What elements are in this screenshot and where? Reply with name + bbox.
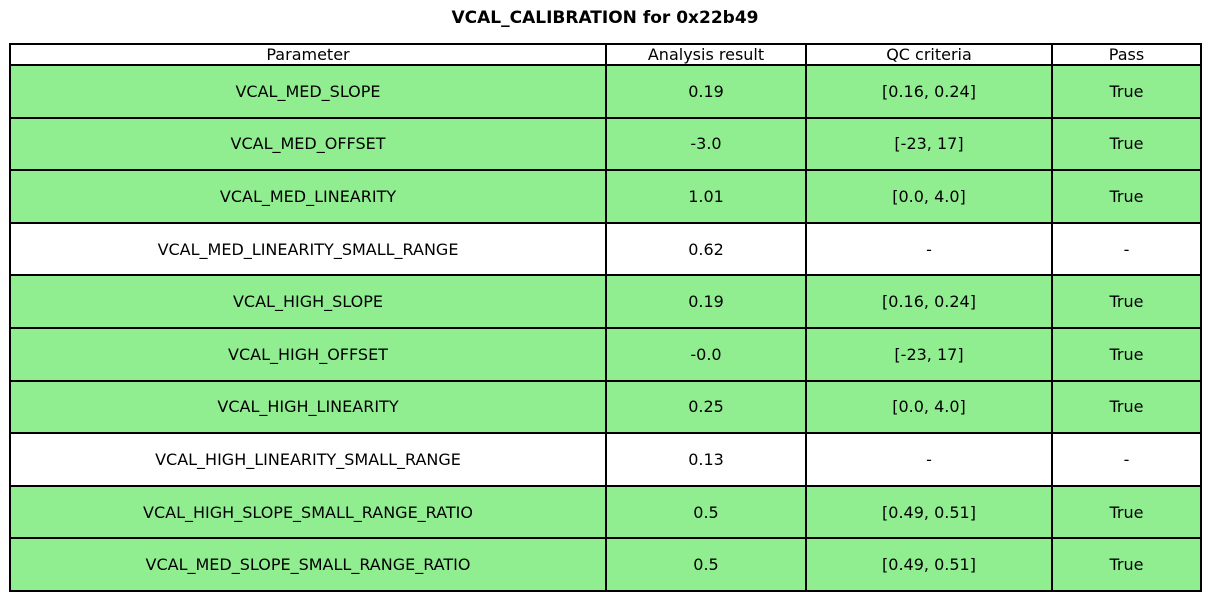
cell-pass: True — [1051, 326, 1202, 382]
table-row: VCAL_HIGH_SLOPE_SMALL_RANGE_RATIO 0.5 [0… — [9, 484, 1202, 540]
table-row: VCAL_MED_SLOPE 0.19 [0.16, 0.24] True — [9, 64, 1202, 119]
qc-results-table: Parameter Analysis result QC criteria Pa… — [9, 43, 1202, 592]
cell-qc-criteria: [0.16, 0.24] — [805, 64, 1053, 119]
cell-parameter: VCAL_HIGH_OFFSET — [9, 326, 607, 382]
table-row: VCAL_MED_LINEARITY_SMALL_RANGE 0.62 - - — [9, 221, 1202, 277]
cell-parameter: VCAL_MED_LINEARITY_SMALL_RANGE — [9, 221, 607, 277]
cell-parameter: VCAL_HIGH_LINEARITY — [9, 379, 607, 435]
cell-qc-criteria: [-23, 17] — [805, 116, 1053, 172]
cell-analysis-result: -3.0 — [605, 116, 807, 172]
cell-qc-criteria: - — [805, 221, 1053, 277]
cell-qc-criteria: [0.0, 4.0] — [805, 379, 1053, 435]
figure-title: VCAL_CALIBRATION for 0x22b49 — [451, 8, 759, 28]
table-row: VCAL_HIGH_OFFSET -0.0 [-23, 17] True — [9, 326, 1202, 382]
cell-pass: True — [1051, 169, 1202, 224]
cell-pass: True — [1051, 379, 1202, 435]
column-header-pass: Pass — [1051, 43, 1202, 66]
cell-parameter: VCAL_HIGH_SLOPE — [9, 274, 607, 329]
cell-analysis-result: 0.62 — [605, 221, 807, 277]
cell-analysis-result: 0.5 — [605, 484, 807, 540]
cell-parameter: VCAL_MED_LINEARITY — [9, 169, 607, 224]
cell-qc-criteria: [0.0, 4.0] — [805, 169, 1053, 224]
cell-qc-criteria: [-23, 17] — [805, 326, 1053, 382]
cell-analysis-result: 0.25 — [605, 379, 807, 435]
cell-pass: - — [1051, 221, 1202, 277]
cell-qc-criteria: [0.49, 0.51] — [805, 484, 1053, 540]
header-row: Parameter Analysis result QC criteria Pa… — [9, 43, 1202, 66]
cell-parameter: VCAL_HIGH_SLOPE_SMALL_RANGE_RATIO — [9, 484, 607, 540]
cell-analysis-result: 0.13 — [605, 432, 807, 487]
table-row: VCAL_HIGH_SLOPE 0.19 [0.16, 0.24] True — [9, 274, 1202, 329]
cell-parameter: VCAL_MED_SLOPE — [9, 64, 607, 119]
column-header-parameter: Parameter — [9, 43, 607, 66]
cell-analysis-result: -0.0 — [605, 326, 807, 382]
cell-pass: True — [1051, 484, 1202, 540]
table-row: VCAL_MED_SLOPE_SMALL_RANGE_RATIO 0.5 [0.… — [9, 537, 1202, 592]
cell-qc-criteria: [0.16, 0.24] — [805, 274, 1053, 329]
cell-qc-criteria: - — [805, 432, 1053, 487]
cell-analysis-result: 0.19 — [605, 64, 807, 119]
table-row: VCAL_MED_LINEARITY 1.01 [0.0, 4.0] True — [9, 169, 1202, 224]
cell-pass: True — [1051, 537, 1202, 592]
table-row: VCAL_HIGH_LINEARITY_SMALL_RANGE 0.13 - - — [9, 432, 1202, 487]
cell-pass: True — [1051, 274, 1202, 329]
cell-analysis-result: 0.19 — [605, 274, 807, 329]
table-row: VCAL_HIGH_LINEARITY 0.25 [0.0, 4.0] True — [9, 379, 1202, 435]
cell-pass: True — [1051, 116, 1202, 172]
cell-parameter: VCAL_MED_OFFSET — [9, 116, 607, 172]
column-header-analysis-result: Analysis result — [605, 43, 807, 66]
cell-qc-criteria: [0.49, 0.51] — [805, 537, 1053, 592]
cell-pass: True — [1051, 64, 1202, 119]
cell-analysis-result: 0.5 — [605, 537, 807, 592]
cell-pass: - — [1051, 432, 1202, 487]
cell-parameter: VCAL_MED_SLOPE_SMALL_RANGE_RATIO — [9, 537, 607, 592]
table-row: VCAL_MED_OFFSET -3.0 [-23, 17] True — [9, 116, 1202, 172]
column-header-qc-criteria: QC criteria — [805, 43, 1053, 66]
cell-parameter: VCAL_HIGH_LINEARITY_SMALL_RANGE — [9, 432, 607, 487]
cell-analysis-result: 1.01 — [605, 169, 807, 224]
